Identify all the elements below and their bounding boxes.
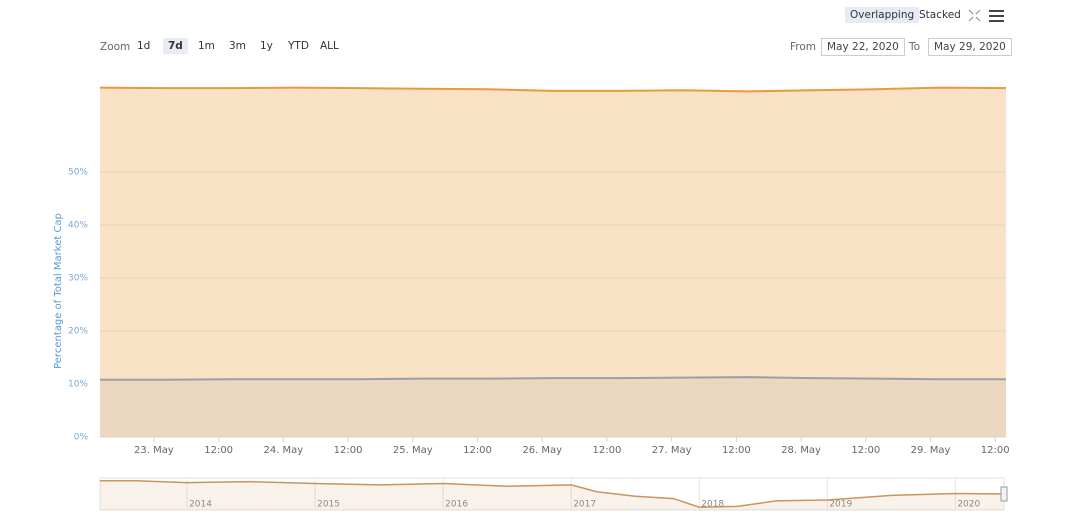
y-tick-label: 40% <box>68 220 88 230</box>
zoom-button[interactable]: 1m <box>198 40 215 52</box>
line <box>100 376 1006 381</box>
area <box>100 377 1006 437</box>
navigator-handle[interactable] <box>1000 486 1008 502</box>
x-tick-label: 12:00 <box>722 445 751 456</box>
x-tick-label: 28. May <box>781 445 821 456</box>
from-label: From <box>790 41 817 53</box>
mode-button[interactable]: Overlapping <box>845 7 920 23</box>
x-tick-label: 27. May <box>652 445 692 456</box>
zoom-label: Zoom <box>100 41 131 53</box>
zoom-button[interactable]: 1d <box>137 40 151 52</box>
x-tick-label: 12:00 <box>334 445 363 456</box>
y-tick-label: 0% <box>74 433 89 443</box>
navigator-area <box>100 480 1004 510</box>
mode-button[interactable]: Stacked <box>919 9 961 21</box>
navigator-tick-label: 2014 <box>189 500 212 510</box>
zoom-button[interactable]: 7d <box>163 38 188 54</box>
x-tick-label: 25. May <box>393 445 433 456</box>
zoom-button[interactable]: ALL <box>320 40 339 52</box>
y-tick-label: 10% <box>68 379 88 389</box>
zoom-button[interactable]: YTD <box>288 40 309 52</box>
x-tick-label: 24. May <box>263 445 303 456</box>
navigator-tick-label: 2017 <box>573 500 596 510</box>
x-tick-label: 12:00 <box>593 445 622 456</box>
x-tick-label: 12:00 <box>204 445 233 456</box>
navigator-tick-label: 2015 <box>317 500 340 510</box>
to-input[interactable]: May 29, 2020 <box>928 38 1012 56</box>
navigator-frame <box>99 477 1005 511</box>
to-label: To <box>909 41 921 53</box>
area <box>100 87 1006 437</box>
navigator-tick-label: 2016 <box>445 500 468 510</box>
navigator-tick-label: 2018 <box>701 500 724 510</box>
y-tick-label: 20% <box>68 326 88 336</box>
y-axis-label: Percentage of Total Market Cap <box>53 213 64 369</box>
navigator-tick-label: 2019 <box>829 500 852 510</box>
from-input[interactable]: May 22, 2020 <box>821 38 905 56</box>
x-tick-label: 12:00 <box>981 445 1010 456</box>
y-tick-label: 50% <box>68 167 88 177</box>
line <box>99 86 1007 93</box>
x-tick-label: 29. May <box>911 445 951 456</box>
navigator-tick-label: 2020 <box>957 500 980 510</box>
y-tick-label: 30% <box>68 273 88 283</box>
x-tick-label: 12:00 <box>463 445 492 456</box>
x-tick-label: 12:00 <box>851 445 880 456</box>
x-tick-label: 23. May <box>134 445 174 456</box>
navigator-line <box>100 479 1005 509</box>
x-tick-label: 26. May <box>522 445 562 456</box>
zoom-button[interactable]: 3m <box>229 40 246 52</box>
zoom-button[interactable]: 1y <box>260 40 273 52</box>
